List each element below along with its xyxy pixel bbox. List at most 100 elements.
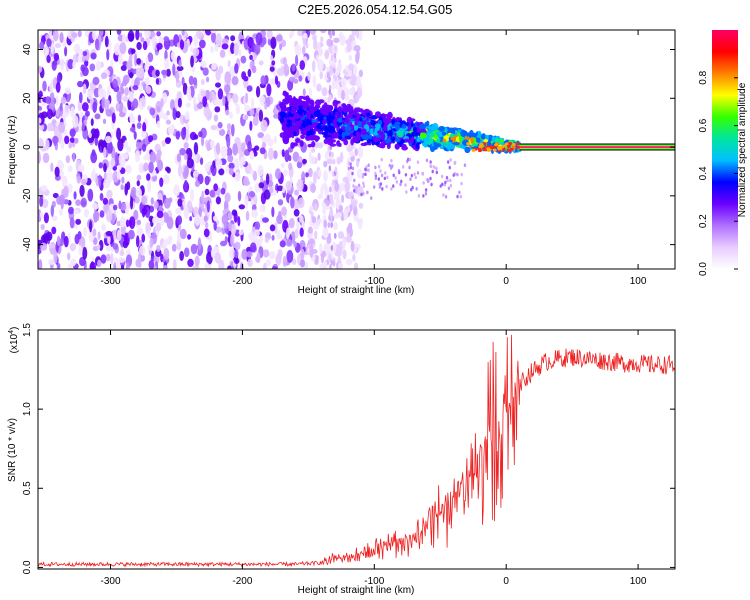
spectrogram-noise-cell [113, 262, 117, 269]
spectrogram-noise-cell [339, 182, 346, 192]
spectrogram-noise-cell [224, 235, 228, 245]
spectrogram-noise-cell [325, 66, 330, 73]
spectrogram-streak-cell [330, 209, 334, 216]
spectrogram-noise-cell [262, 262, 267, 269]
spectrogram-noise-cell [78, 164, 85, 173]
spectrogram-noise-cell [124, 87, 129, 97]
spectrogram-noise-cell [282, 169, 288, 176]
spectrogram-tail-cell [421, 172, 425, 176]
spectrogram-noise-cell [82, 50, 88, 57]
spectrogram-noise-cell [238, 49, 242, 57]
spectrogram-noise-cell [220, 146, 228, 158]
spectrogram-noise-cell [69, 217, 75, 229]
spectrogram-noise-cell [175, 111, 181, 119]
spectrogram-noise-cell [245, 210, 250, 221]
spectrogram-noise-cell [292, 151, 300, 162]
spectrogram-ridge-cell [464, 136, 471, 141]
spectrogram-noise-cell [309, 244, 314, 258]
spectrogram-noise-cell [213, 183, 218, 192]
spectrogram-tail-cell [425, 158, 429, 163]
spectrogram-noise-cell [189, 216, 193, 222]
spectrogram-noise-cell [147, 230, 152, 239]
spectrogram-noise-cell [352, 199, 358, 208]
spectrogram-tail-cell [449, 178, 452, 183]
spectrogram-noise-cell [141, 195, 148, 205]
spectrogram-noise-cell [100, 254, 107, 264]
spectrogram-noise-cell [217, 121, 223, 129]
spectrogram-ridge-cell [279, 117, 285, 124]
spectrogram-noise-cell [101, 96, 106, 110]
spectrogram-noise-cell [281, 149, 285, 158]
spectrogram-ridge-cell [311, 122, 318, 127]
spectrogram-peak-cell [500, 145, 505, 149]
spectrogram-noise-cell [185, 102, 191, 108]
spectrogram-peak-cell [506, 144, 511, 148]
spectrogram-noise-cell [121, 176, 125, 184]
spectrogram-ridge-cell [299, 140, 304, 147]
spectrogram-noise-cell [177, 97, 182, 108]
spectrogram-noise-cell [99, 30, 104, 37]
snr-x-label: Height of straight line (km) [298, 585, 415, 596]
spectrogram-noise-cell [56, 235, 61, 247]
spectrogram-noise-cell [112, 78, 118, 88]
spectrogram-noise-cell [91, 202, 99, 210]
spectrogram-noise-cell [68, 206, 75, 215]
spectrogram-noise-cell [307, 71, 311, 81]
spectrogram-tail-cell [351, 195, 354, 200]
spectrogram-noise-cell [140, 37, 145, 43]
spectrogram-tail-cell [416, 171, 420, 175]
spectrogram-ridge-cell [395, 116, 401, 122]
spectrogram-noise-cell [133, 131, 137, 140]
spectrogram-noise-cell [125, 262, 130, 269]
spectrogram-noise-cell [39, 195, 44, 208]
spectrogram-noise-cell [214, 106, 221, 113]
spectrogram-noise-cell [120, 184, 124, 191]
spectrogram-noise-cell [85, 110, 90, 117]
colorbar-tick-label: 0.0 [698, 262, 709, 276]
spectrogram-ridge-cell [394, 144, 400, 150]
spectrogram-noise-cell [233, 158, 240, 171]
spectrogram-tail-cell [352, 189, 356, 193]
spectrogram-tail-cell [352, 184, 355, 188]
spectrogram-noise-cell [88, 132, 92, 139]
spectrogram-noise-cell [98, 174, 102, 187]
spectrogram-noise-cell [354, 94, 360, 103]
spectrogram-noise-cell [182, 82, 188, 95]
spectrogram-noise-cell [64, 46, 68, 57]
spectrogram-noise-cell [120, 65, 127, 71]
spectrogram-noise-cell [102, 197, 109, 205]
spectrogram-noise-cell [137, 252, 142, 264]
spectrogram-noise-cell [51, 215, 58, 221]
spectrogram-noise-cell [155, 78, 160, 85]
spectrogram-noise-cell [226, 136, 231, 149]
spectrogram-noise-cell [63, 235, 69, 248]
spectrogram-ridge-cell [359, 117, 363, 122]
spectrogram-noise-cell [106, 209, 113, 223]
spectrogram-noise-cell [358, 30, 363, 41]
spectrogram-noise-cell [110, 252, 114, 265]
spectrogram-x-tick-label: -300 [101, 276, 121, 287]
spectrogram-noise-cell [208, 232, 213, 243]
spectrogram-tail-cell [379, 169, 382, 173]
spectrogram-ridge-cell [374, 111, 382, 118]
spectrogram-noise-cell [99, 210, 105, 218]
spectrogram-tail-cell [378, 185, 382, 189]
spectrogram-tail-cell [463, 163, 467, 168]
spectrogram-noise-cell [274, 75, 279, 85]
spectrogram-tail-cell [347, 166, 350, 171]
spectrogram-noise-cell [308, 226, 313, 234]
spectrogram-noise-cell [319, 70, 324, 80]
spectrogram-tail-cell [429, 160, 432, 164]
spectrogram-noise-cell [260, 119, 268, 132]
spectrogram-ridge-cell [310, 100, 315, 107]
spectrogram-noise-cell [46, 38, 52, 47]
spectrogram-ridge-cell [410, 120, 414, 128]
spectrogram-noise-cell [90, 52, 97, 60]
spectrogram-noise-cell [152, 37, 156, 50]
spectrogram-noise-cell [61, 175, 68, 189]
snr-y-axis: 0.0 0.5 1.0 1.5 [22, 323, 675, 574]
spectrogram-noise-cell [348, 87, 356, 96]
spectrogram-noise-cell [40, 111, 48, 119]
spectrogram-x-tick-label: -100 [364, 276, 384, 287]
spectrogram-peak-cell [486, 147, 491, 151]
